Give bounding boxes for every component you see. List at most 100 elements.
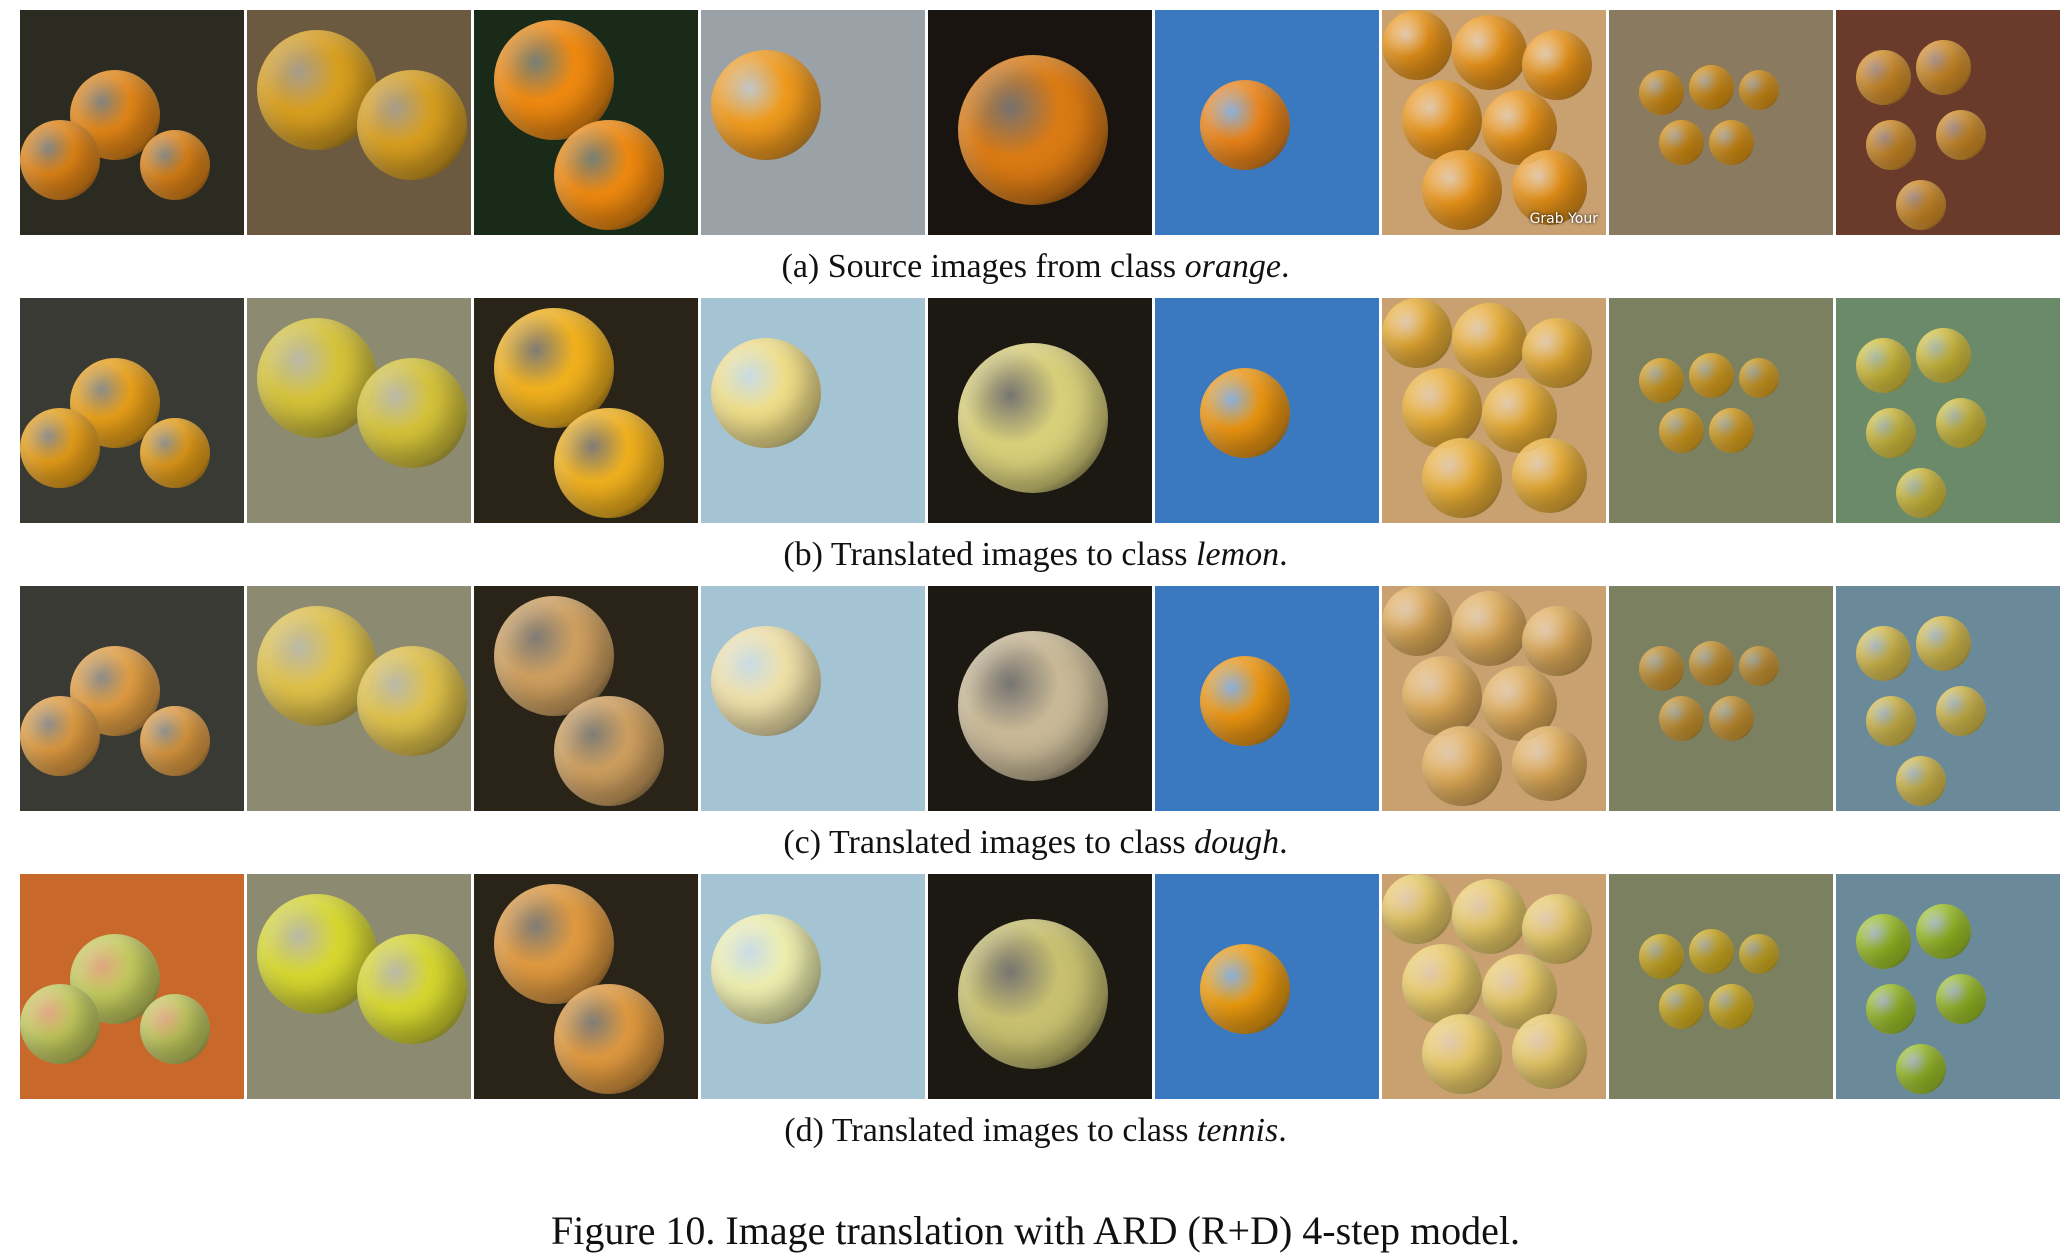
fruit-shape (1200, 656, 1290, 746)
fruit-shape (1512, 438, 1587, 513)
thumbnail-image (1155, 298, 1379, 523)
fruit-shape (1856, 914, 1911, 969)
fruit-shape (494, 596, 614, 716)
fruit-shape (1936, 110, 1986, 160)
thumbnail-image (928, 10, 1152, 235)
thumbnail-image (247, 10, 471, 235)
fruit-shape (1916, 328, 1971, 383)
fruit-shape (20, 696, 100, 776)
fruit-shape (1522, 318, 1592, 388)
fruit-shape (1200, 368, 1290, 458)
fruit-shape (1452, 591, 1527, 666)
thumbnail-image (928, 874, 1152, 1099)
fruit-shape (20, 408, 100, 488)
fruit-shape (1639, 70, 1684, 115)
thumbnail-image (20, 10, 244, 235)
thumbnail-image (20, 586, 244, 811)
thumbnail-image (247, 586, 471, 811)
fruit-shape (140, 994, 210, 1064)
thumbnail-image (1609, 874, 1833, 1099)
fruit-shape (1659, 984, 1704, 1029)
fruit-shape (711, 626, 821, 736)
fruit-shape (1659, 696, 1704, 741)
fruit-shape (1896, 180, 1946, 230)
fruit-shape (1709, 408, 1754, 453)
class-name: tennis (1196, 1112, 1279, 1149)
thumbnail-image (1609, 10, 1833, 235)
fruit-shape (494, 308, 614, 428)
fruit-shape (958, 55, 1108, 205)
thumbnail-image (1155, 586, 1379, 811)
fruit-shape (1522, 606, 1592, 676)
thumbnail-image (928, 586, 1152, 811)
fruit-shape (711, 50, 821, 160)
thumbnail-image (474, 874, 698, 1099)
fruit-shape (958, 343, 1108, 493)
thumbnail-image (1382, 874, 1606, 1099)
thumbnail-image (1155, 10, 1379, 235)
fruit-shape (357, 934, 467, 1044)
caption-b: (b) Translated images to class lemon. (783, 536, 1288, 573)
thumbnail-image (1382, 298, 1606, 523)
fruit-shape (1866, 408, 1916, 458)
fruit-shape (1739, 934, 1779, 974)
fruit-shape (140, 418, 210, 488)
fruit-shape (357, 358, 467, 468)
fruit-shape (1866, 120, 1916, 170)
fruit-shape (1856, 50, 1911, 105)
fruit-shape (711, 338, 821, 448)
thumbnail-image (701, 874, 925, 1099)
thumbnail-image (1155, 874, 1379, 1099)
fruit-shape (1936, 398, 1986, 448)
fruit-shape (1639, 934, 1684, 979)
fruit-shape (20, 984, 100, 1064)
fruit-shape (1739, 358, 1779, 398)
class-name: orange (1184, 248, 1281, 285)
fruit-shape (711, 914, 821, 1024)
fruit-shape (1689, 353, 1734, 398)
caption-d: (d) Translated images to class tennis. (784, 1112, 1287, 1149)
fruit-shape (1512, 726, 1587, 801)
image-row-a: Grab Your (20, 10, 2060, 235)
fruit-shape (1522, 30, 1592, 100)
class-name: dough (1194, 824, 1280, 861)
thumbnail-image: Grab Your (1382, 10, 1606, 235)
fruit-shape (1639, 646, 1684, 691)
fruit-shape (1422, 438, 1502, 518)
thumbnail-image (1836, 298, 2060, 523)
fruit-shape (554, 696, 664, 806)
fruit-shape (1452, 303, 1527, 378)
fruit-shape (1200, 944, 1290, 1034)
fruit-shape (1382, 298, 1452, 368)
fruit-shape (1739, 70, 1779, 110)
fruit-shape (20, 120, 100, 200)
thumbnail-image (20, 874, 244, 1099)
fruit-shape (1896, 1044, 1946, 1094)
fruit-shape (1422, 726, 1502, 806)
watermark-text: Grab Your (1529, 211, 1598, 227)
thumbnail-image (1382, 586, 1606, 811)
fruit-shape (140, 130, 210, 200)
fruit-shape (554, 120, 664, 230)
fruit-shape (1866, 696, 1916, 746)
thumbnail-image (20, 298, 244, 523)
fruit-shape (958, 631, 1108, 781)
thumbnail-image (474, 586, 698, 811)
thumbnail-image (701, 586, 925, 811)
fruit-shape (1402, 368, 1482, 448)
fruit-shape (1382, 10, 1452, 80)
fruit-shape (1896, 468, 1946, 518)
thumbnail-image (1609, 586, 1833, 811)
fruit-shape (1856, 338, 1911, 393)
fruit-shape (1452, 879, 1527, 954)
fruit-shape (1402, 80, 1482, 160)
thumbnail-image (701, 298, 925, 523)
fruit-shape (1739, 646, 1779, 686)
thumbnail-image (247, 298, 471, 523)
fruit-shape (1422, 1014, 1502, 1094)
fruit-shape (1402, 656, 1482, 736)
fruit-shape (1200, 80, 1290, 170)
fruit-shape (494, 884, 614, 1004)
thumbnail-image (701, 10, 925, 235)
image-row-d (20, 874, 2060, 1099)
